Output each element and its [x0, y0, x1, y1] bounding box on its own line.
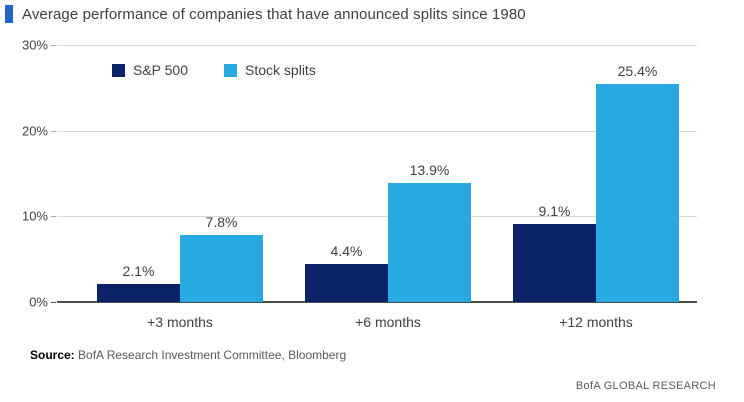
x-axis-line — [57, 301, 697, 303]
bar-sp500: 4.4% — [305, 243, 388, 302]
y-tick — [51, 45, 56, 46]
bar-value-label: 13.9% — [409, 161, 450, 178]
legend: S&P 500 Stock splits — [112, 62, 316, 78]
y-tick — [51, 130, 56, 132]
legend-label: Stock splits — [245, 62, 316, 78]
legend-item-stock-splits: Stock splits — [224, 62, 316, 78]
title-marker-icon — [5, 5, 13, 23]
chart-title: Average performance of companies that ha… — [22, 5, 526, 23]
bar-group-6-months: 4.4% 13.9% — [305, 45, 471, 302]
gridline-10 — [57, 216, 697, 218]
bar-group-3-months: 2.1% 7.8% — [97, 45, 263, 302]
bar-sp500: 9.1% — [513, 203, 596, 302]
bar-stock-splits: 13.9% — [388, 162, 471, 302]
bar-stock-splits: 7.8% — [180, 214, 263, 302]
bar-value-label: 2.1% — [122, 263, 155, 280]
y-axis-label: 30% — [21, 37, 48, 53]
plot-area: S&P 500 Stock splits 2.1% 7.8% 4.4% 13.9… — [51, 45, 697, 303]
legend-swatch-stock-splits — [224, 63, 238, 77]
bar-value-label: 25.4% — [617, 63, 658, 80]
title-row: Average performance of companies that ha… — [5, 5, 526, 23]
x-axis-label: +12 months — [559, 314, 633, 330]
y-axis-label: 20% — [21, 123, 48, 139]
source-text: BofA Research Investment Committee, Bloo… — [74, 348, 347, 362]
source-note: Source: BofA Research Investment Committ… — [30, 348, 346, 362]
gridline-20 — [57, 130, 697, 132]
bar-group-12-months: 9.1% 25.4% — [513, 45, 679, 302]
source-prefix: Source: — [30, 348, 75, 362]
gridline-30 — [57, 45, 697, 46]
y-axis-label: 0% — [29, 294, 48, 310]
bar-sp500: 2.1% — [97, 263, 180, 302]
legend-item-sp500: S&P 500 — [112, 62, 188, 78]
y-axis: 30% 20% 10% 0% — [0, 38, 48, 310]
bar-value-label: 4.4% — [330, 243, 363, 260]
bar-stock-splits: 25.4% — [596, 63, 679, 302]
legend-label: S&P 500 — [133, 62, 189, 78]
y-axis-label: 10% — [21, 208, 48, 224]
x-axis-label: +3 months — [147, 314, 213, 330]
bar-value-label: 7.8% — [205, 214, 238, 231]
y-tick — [51, 302, 56, 303]
bar-value-label: 9.1% — [538, 203, 571, 220]
y-tick — [51, 216, 56, 218]
x-axis-label: +6 months — [355, 314, 421, 330]
brand-footer: BofA GLOBAL RESEARCH — [575, 380, 716, 392]
legend-swatch-sp500 — [112, 63, 125, 77]
